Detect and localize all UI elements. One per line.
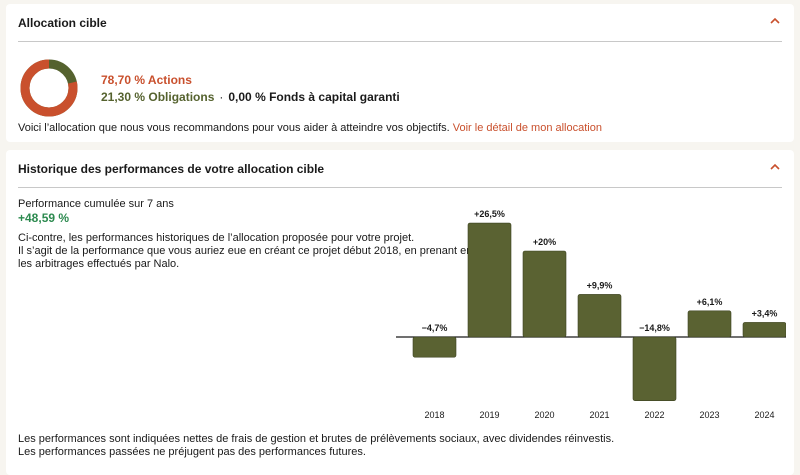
cumulative-performance-label: Performance cumulée sur 7 ans — [18, 198, 174, 210]
footnote-disclaimer: Les performances passées ne préjugent pa… — [18, 446, 366, 458]
data-label-2022: −14,8% — [639, 323, 670, 333]
cumulative-performance-value: +48,59 % — [18, 211, 70, 225]
allocation-card: Allocation cible 78,70 % Actions 21,30 %… — [6, 4, 794, 142]
bar-2018 — [412, 336, 457, 358]
performance-title: Historique des performances de votre all… — [18, 162, 325, 176]
x-tick-2020: 2020 — [534, 410, 554, 420]
performance-header[interactable]: Historique des performances de votre all… — [18, 150, 782, 188]
chevron-up-icon[interactable] — [768, 14, 782, 28]
bar-2021 — [577, 294, 622, 338]
allocation-obligations: 21,30 % Obligations — [101, 90, 215, 104]
bar-2019 — [467, 222, 512, 338]
data-label-2021: +9,9% — [587, 280, 613, 290]
x-tick-2023: 2023 — [699, 410, 719, 420]
data-label-2024: +3,4% — [752, 308, 778, 318]
donut-actions-ring — [20, 59, 78, 117]
bar-2022 — [632, 336, 677, 401]
x-tick-2022: 2022 — [644, 410, 664, 420]
allocation-row-2: 21,30 % Obligations · 0,00 % Fonds à capit… — [101, 90, 400, 104]
allocation-title: Allocation cible — [18, 16, 107, 30]
separator-dot: · — [219, 90, 224, 104]
bar-2020 — [522, 250, 567, 338]
allocation-fonds-garanti: 0,00 % Fonds à capital garanti — [228, 90, 400, 104]
data-label-2019: +26,5% — [474, 209, 505, 219]
recommendation-text: Voici l’allocation que nous vous recomma… — [18, 122, 602, 134]
data-label-2023: +6,1% — [697, 297, 723, 307]
allocation-donut-chart — [20, 59, 78, 117]
x-tick-2018: 2018 — [424, 410, 444, 420]
performance-bar-chart: −4,7% 2018 +26,5% 2019 +20% 2020 +9,9% 2021 −14,… — [396, 209, 786, 420]
description-line-1: Ci-contre, les performances historiques … — [18, 232, 415, 244]
description-line-3: les arbitrages effectués par Nalo. — [18, 258, 180, 270]
recommendation-sentence: Voici l’allocation que nous vous recomma… — [18, 122, 450, 134]
bar-2023 — [687, 310, 732, 338]
allocation-detail-link[interactable]: Voir le détail de mon allocation — [452, 122, 602, 134]
x-tick-2024: 2024 — [754, 410, 774, 420]
description-line-2: Il s’agit de la performance que vous aur… — [18, 245, 512, 257]
data-label-2020: +20% — [533, 237, 556, 247]
chevron-up-icon[interactable] — [768, 160, 782, 174]
bar-2024 — [742, 322, 786, 338]
footnote-fees: Les performances sont indiquées nettes d… — [18, 433, 615, 445]
x-tick-2019: 2019 — [479, 410, 499, 420]
performance-history-card: Historique des performances de votre all… — [6, 150, 794, 475]
x-tick-2021: 2021 — [589, 410, 609, 420]
allocation-actions: 78,70 % Actions — [101, 73, 192, 87]
data-label-2018: −4,7% — [422, 323, 448, 333]
allocation-header[interactable]: Allocation cible — [18, 4, 782, 42]
